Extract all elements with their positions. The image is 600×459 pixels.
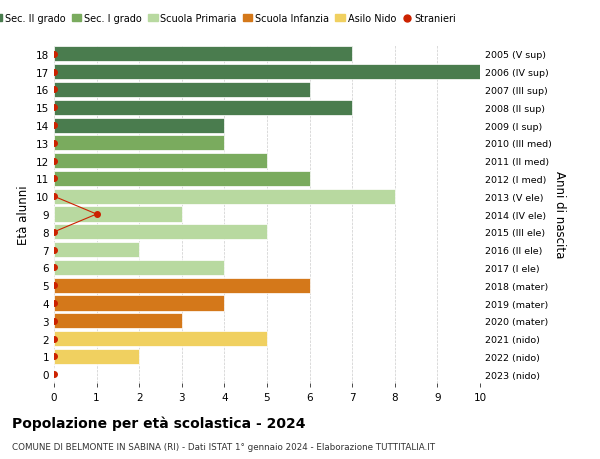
Bar: [54, 260, 224, 275]
Legend: Sec. II grado, Sec. I grado, Scuola Primaria, Scuola Infanzia, Asilo Nido, Stran: Sec. II grado, Sec. I grado, Scuola Prim…: [0, 10, 460, 28]
Bar: [54, 83, 310, 98]
Bar: [54, 101, 352, 116]
Bar: [54, 189, 395, 204]
Text: COMUNE DI BELMONTE IN SABINA (RI) - Dati ISTAT 1° gennaio 2024 - Elaborazione TU: COMUNE DI BELMONTE IN SABINA (RI) - Dati…: [12, 442, 435, 451]
Bar: [54, 225, 267, 240]
Bar: [54, 331, 267, 347]
Bar: [54, 118, 224, 134]
Bar: [54, 136, 224, 151]
Bar: [54, 278, 310, 293]
Bar: [54, 242, 139, 257]
Bar: [54, 207, 182, 222]
Text: Popolazione per età scolastica - 2024: Popolazione per età scolastica - 2024: [12, 415, 305, 430]
Bar: [54, 47, 352, 62]
Bar: [54, 349, 139, 364]
Y-axis label: Anni di nascita: Anni di nascita: [553, 171, 566, 258]
Bar: [54, 65, 480, 80]
Y-axis label: Età alunni: Età alunni: [17, 185, 31, 244]
Bar: [54, 172, 310, 187]
Bar: [54, 296, 224, 311]
Bar: [54, 313, 182, 329]
Bar: [54, 154, 267, 169]
